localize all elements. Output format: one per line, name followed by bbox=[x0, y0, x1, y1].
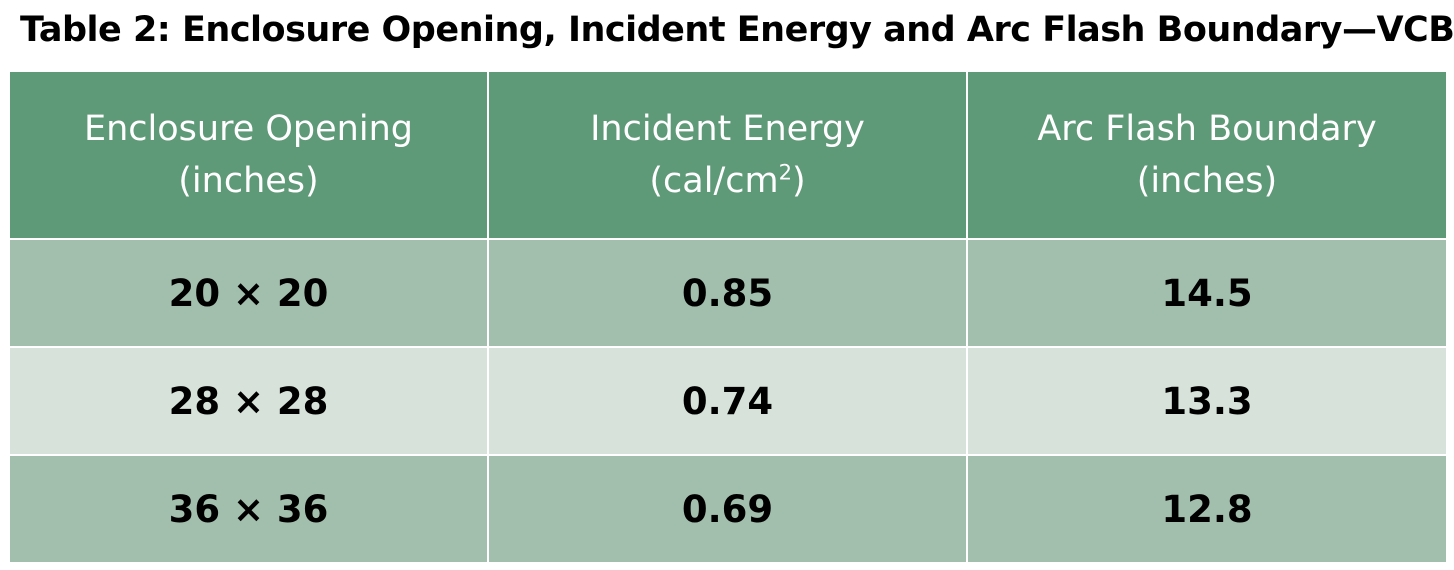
table-title: Table 2: Enclosure Opening, Incident Ene… bbox=[20, 10, 1454, 50]
header-row: Enclosure Opening (inches) Incident Ener… bbox=[8, 70, 1448, 240]
column-header-enclosure-opening: Enclosure Opening (inches) bbox=[8, 70, 489, 240]
cell-arc-flash-boundary: 14.5 bbox=[966, 238, 1448, 348]
column-header-label: Arc Flash Boundary bbox=[1037, 109, 1377, 149]
cell-incident-energy: 0.74 bbox=[487, 346, 968, 456]
table-row: 20 × 20 0.85 14.5 bbox=[8, 238, 1448, 348]
cell-enclosure-opening: 28 × 28 bbox=[8, 346, 489, 456]
cell-arc-flash-boundary: 13.3 bbox=[966, 346, 1448, 456]
cell-incident-energy: 0.69 bbox=[487, 454, 968, 564]
column-header-label: Enclosure Opening bbox=[84, 109, 413, 149]
table-row: 36 × 36 0.69 12.8 bbox=[8, 454, 1448, 564]
cell-enclosure-opening: 36 × 36 bbox=[8, 454, 489, 564]
unit-superscript: 2 bbox=[778, 160, 792, 185]
table-row: 28 × 28 0.74 13.3 bbox=[8, 346, 1448, 456]
unit-tail: ) bbox=[791, 161, 806, 201]
data-table: Enclosure Opening (inches) Incident Ener… bbox=[8, 70, 1448, 564]
cell-enclosure-opening: 20 × 20 bbox=[8, 238, 489, 348]
column-header-unit: (cal/cm2) bbox=[489, 155, 966, 207]
column-header-arc-flash-boundary: Arc Flash Boundary (inches) bbox=[966, 70, 1448, 240]
column-header-unit: (inches) bbox=[178, 161, 319, 201]
cell-incident-energy: 0.85 bbox=[487, 238, 968, 348]
column-header-incident-energy: Incident Energy (cal/cm2) bbox=[487, 70, 968, 240]
cell-arc-flash-boundary: 12.8 bbox=[966, 454, 1448, 564]
unit-base: (cal/cm bbox=[649, 161, 779, 201]
column-header-label: Incident Energy bbox=[590, 109, 865, 149]
column-header-unit: (inches) bbox=[1136, 161, 1278, 201]
